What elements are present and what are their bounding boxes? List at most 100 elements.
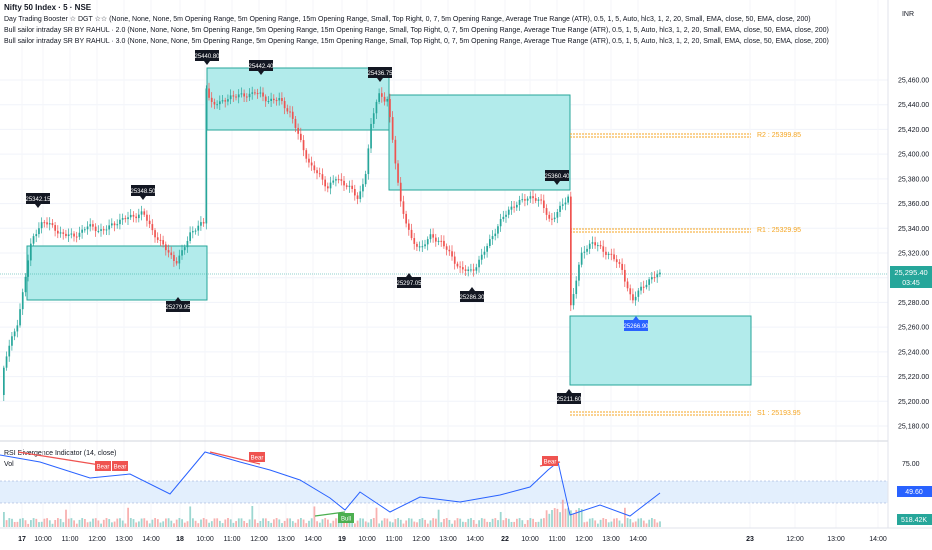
candle-body [108,225,110,230]
volume-bar [278,519,281,527]
candle-body [462,267,464,270]
volume-bar [424,519,426,527]
volume-bar [97,520,100,527]
volume-label[interactable]: Vol [4,461,14,468]
candle-body [81,229,83,233]
volume-bar [113,521,116,527]
candle-body [240,93,243,95]
volume-bar [16,521,19,527]
candle-body [27,260,29,277]
rsi-pane[interactable]: Bear Bear Bear Bull Bear [0,451,888,527]
volume-value-badge [897,514,932,525]
candle-body [653,277,656,279]
opening-range-zone [206,67,390,131]
candle-body [397,163,399,183]
candle-body [43,222,46,224]
candle-body [621,263,623,270]
candle-body [300,133,302,141]
rsi-tick: 75.00 [902,461,920,468]
volume-bar [84,518,86,527]
candle-body [335,179,337,181]
candle-body [629,288,632,295]
volume-bar [551,510,553,527]
candle-body [313,165,316,171]
candle-body [54,225,56,231]
candle-body [656,274,659,278]
volume-bar [413,521,416,527]
volume-bar [262,518,264,527]
bar-countdown: 03:45 [902,280,920,287]
volume-bar [521,520,524,527]
volume-bar [494,518,497,527]
volume-bar [505,518,507,527]
indicator-legend-3[interactable]: Bull sailor intraday SR BY RAHUL · 3.0 (… [4,38,829,45]
symbol-title[interactable]: Nifty 50 Index · 5 · NSE [4,3,92,12]
volume-bar [451,523,453,527]
volume-bar [135,522,138,527]
volume-bar [240,518,243,527]
volume-bar [246,522,248,527]
candle-body [16,325,19,332]
rsi-indicator-title[interactable]: RSI Divergence Indicator (14, close) [4,450,117,457]
price-tick: 25,200.00 [898,399,929,406]
pivot-level-label: R2 : 25399.85 [757,132,801,139]
volume-bar [192,518,194,527]
volume-bar [162,521,165,527]
swing-label: 25342.15 [25,197,51,203]
candle-body [267,100,270,102]
candle-body [97,230,100,232]
volume-bar [19,518,21,527]
candle-body [497,226,499,234]
candle-body [213,101,216,105]
volume-bar [283,520,286,527]
volume-bar [405,520,408,527]
candle-body [105,229,108,231]
volume-bar [391,522,394,527]
rsi-signal-label: Bull [341,517,351,523]
candle-body [486,245,488,252]
volume-bar [178,518,181,527]
candle-body [127,217,129,220]
time-tick: 18 [176,536,184,543]
price-tick: 25,320.00 [898,251,929,258]
volume-bar [78,519,81,527]
candle-body [534,198,537,201]
volume-bar [478,520,480,527]
candle-body [40,222,43,229]
volume-bar [148,523,151,527]
volume-bar [175,519,178,527]
time-tick: 14:00 [869,536,887,543]
candle-body [181,250,183,256]
candle-body [324,179,326,187]
candle-body [370,123,372,149]
volume-bar [524,523,526,527]
candle-body [362,184,364,192]
indicator-legend-1[interactable]: Day Trading Booster ☆ DGT ☆☆ (None, None… [4,16,811,23]
volume-bar [156,519,159,527]
volume-bar [607,522,610,527]
price-tick: 25,220.00 [898,374,929,381]
volume-bar [13,521,16,527]
rsi-signal-label: Bear [544,460,557,466]
currency-label[interactable]: INR [901,11,914,18]
candle-body [305,150,308,159]
opening-range-zone [26,245,208,301]
candle-body [340,179,343,181]
volume-bar [386,518,389,527]
volume-bar [586,521,588,527]
volume-bar [46,518,48,527]
volume-bar [583,522,586,527]
candle-body [399,182,402,202]
volume-bar [92,518,94,527]
candle-body [572,294,575,306]
indicator-legend-2[interactable]: Bull sailor intraday SR BY RAHUL · 2.0 (… [4,27,829,34]
price-tick: 25,420.00 [898,127,929,134]
volume-bar [340,521,343,527]
volume-bar [443,518,445,527]
candle-body [599,245,602,247]
time-tick: 10:00 [358,536,376,543]
rsi-signal-label: Bear [97,465,110,471]
candle-body [402,201,405,214]
volume-bar [435,518,437,527]
